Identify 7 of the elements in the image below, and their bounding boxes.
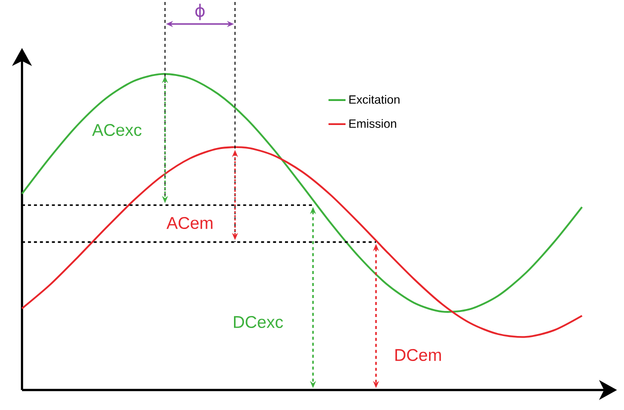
legend-label: Emission [349,119,396,128]
annotation: DCexc [234,316,283,328]
annotation: ACexc [92,124,142,136]
annotation: DCem [395,349,441,361]
text: ϕ [195,4,205,20]
annotation: ACem [166,217,212,229]
legend-label: Excitation [349,94,400,104]
